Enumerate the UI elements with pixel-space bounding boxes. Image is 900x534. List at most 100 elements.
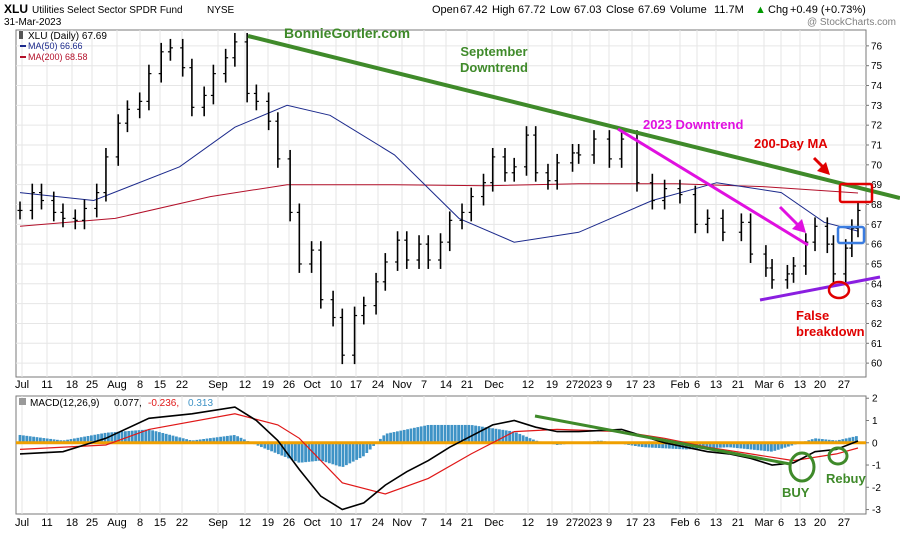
macd-x-tick-label: 25 bbox=[86, 517, 98, 529]
histogram-bar bbox=[770, 442, 773, 452]
histogram-bar bbox=[430, 424, 433, 443]
histogram-bar bbox=[685, 442, 688, 450]
histogram-bar bbox=[708, 442, 712, 449]
macd-legend-signal: -0.236, bbox=[148, 398, 179, 409]
histogram-bar bbox=[39, 437, 42, 443]
macd-x-tick-label: 17 bbox=[626, 517, 638, 529]
histogram-bar bbox=[83, 436, 86, 443]
histogram-bar bbox=[73, 438, 76, 443]
histogram-bar bbox=[273, 442, 277, 453]
macd-series bbox=[16, 406, 866, 511]
histogram-bar bbox=[433, 424, 437, 443]
price-y-tick-label: 67 bbox=[871, 220, 883, 231]
support-line bbox=[759, 275, 881, 302]
macd-x-tick-label: Jul bbox=[15, 517, 29, 529]
price-y-tick-label: 63 bbox=[871, 299, 883, 310]
histogram-bar bbox=[749, 442, 753, 450]
price-x-tick-label: 2023 bbox=[578, 379, 602, 391]
histogram-bar bbox=[348, 442, 352, 464]
histogram-bar bbox=[396, 431, 399, 443]
histogram-bar bbox=[712, 442, 715, 449]
histogram-bar bbox=[358, 442, 362, 459]
histogram-bar bbox=[464, 424, 467, 443]
macd-line bbox=[19, 406, 859, 511]
high-value: 67.72 bbox=[518, 4, 546, 16]
macd-x-tick-label: 22 bbox=[176, 517, 188, 529]
histogram-bar bbox=[270, 442, 273, 452]
histogram-bar bbox=[484, 427, 488, 443]
histogram-bar bbox=[426, 424, 430, 443]
histogram-bar bbox=[742, 442, 746, 449]
macd-legend: MACD(12,26,9) 0.077, -0.236, 0.313 bbox=[19, 398, 213, 409]
macd-x-tick-label: 13 bbox=[710, 517, 722, 529]
histogram-bar bbox=[532, 439, 535, 443]
histogram-bar bbox=[168, 434, 171, 443]
up-arrow-icon: ▲ bbox=[755, 4, 766, 16]
histogram-bar bbox=[460, 424, 464, 443]
histogram-bar bbox=[644, 442, 647, 448]
price-x-tick-label: 12 bbox=[522, 379, 534, 391]
histogram-bar bbox=[481, 426, 484, 443]
histogram-bar bbox=[164, 433, 168, 443]
price-x-tick-label: 8 bbox=[137, 379, 143, 391]
histogram-bar bbox=[470, 425, 474, 443]
histogram-bar bbox=[277, 442, 280, 455]
histogram-bar bbox=[814, 438, 817, 443]
price-y-tick-label: 61 bbox=[871, 339, 883, 350]
ohlc-legend-icon bbox=[19, 31, 23, 39]
macd-x-tick-label: 15 bbox=[154, 517, 166, 529]
histogram-bar bbox=[345, 442, 348, 466]
macd-y-tick-label: 2 bbox=[872, 394, 878, 405]
legend-ma50: MA(50) 66.66 bbox=[28, 41, 83, 51]
histogram-bar bbox=[841, 439, 845, 443]
macd-x-tick-label: Aug bbox=[107, 517, 127, 529]
price-legend: XLU (Daily) 67.69 MA(50) 66.66 MA(200) 6… bbox=[19, 31, 107, 62]
histogram-bar bbox=[705, 442, 709, 449]
histogram-bar bbox=[511, 431, 515, 443]
volume-label: Volume bbox=[670, 4, 707, 16]
histogram-bar bbox=[334, 442, 338, 466]
histogram-bar bbox=[120, 431, 124, 443]
histogram-bar bbox=[773, 442, 777, 451]
histogram-bar bbox=[297, 442, 301, 463]
ma50-line bbox=[19, 104, 859, 243]
histogram-bar bbox=[18, 434, 22, 443]
price-series bbox=[17, 32, 861, 365]
macd-x-tick-label: 20 bbox=[814, 517, 826, 529]
price-y-tick-label: 74 bbox=[871, 81, 883, 92]
september-label-1: September bbox=[460, 44, 527, 59]
histogram-bar bbox=[447, 424, 450, 443]
histogram-bar bbox=[491, 428, 494, 443]
low-value: 67.03 bbox=[574, 4, 602, 16]
macd-legend-title: MACD(12,26,9) bbox=[30, 398, 99, 409]
price-x-tick-label: 6 bbox=[694, 379, 700, 391]
macd-x-axis: Jul 11 18 25 Aug 8 15 22 Sep 12 19 26 Oct 10 17 24 Nov 7 1… bbox=[15, 517, 850, 529]
price-x-tick-label: 13 bbox=[794, 379, 806, 391]
histogram-bar bbox=[756, 442, 760, 451]
histogram-bar bbox=[300, 442, 304, 463]
histogram-bar bbox=[423, 425, 426, 443]
histogram-bar bbox=[76, 437, 80, 443]
histogram-bar bbox=[722, 442, 726, 448]
price-x-tick-label: 19 bbox=[262, 379, 274, 391]
price-x-tick-label: 9 bbox=[606, 379, 612, 391]
histogram-bar bbox=[96, 434, 100, 443]
macd-x-tick-label: 24 bbox=[372, 517, 384, 529]
histogram-bar bbox=[314, 442, 318, 462]
price-bars bbox=[17, 32, 861, 365]
price-x-tick-label: 27 bbox=[838, 379, 850, 391]
price-y-tick-label: 65 bbox=[871, 259, 883, 270]
histogram-bar bbox=[732, 442, 736, 448]
histogram-bar bbox=[243, 439, 246, 443]
histogram-bar bbox=[229, 435, 233, 443]
histogram-bar bbox=[113, 432, 117, 443]
false-label: False bbox=[796, 308, 829, 323]
macd-x-tick-label: Mar bbox=[755, 517, 774, 529]
ma200-highlight-box bbox=[838, 182, 874, 204]
histogram-bar bbox=[508, 430, 511, 443]
price-annotations: BonnieGortler.com September Downtrend 20… bbox=[247, 25, 900, 339]
macd-x-tick-label: Nov bbox=[392, 517, 412, 529]
histogram-bar bbox=[518, 433, 522, 443]
histogram-bar bbox=[263, 442, 267, 449]
histogram-bar bbox=[66, 439, 69, 443]
